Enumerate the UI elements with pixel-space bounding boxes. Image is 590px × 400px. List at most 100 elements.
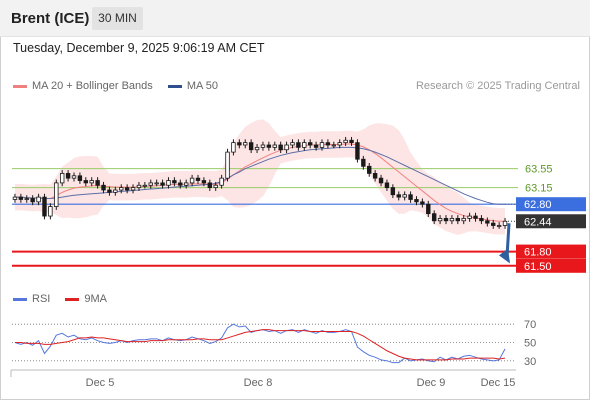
- candle-body: [325, 142, 331, 146]
- candle-body: [130, 187, 136, 191]
- candle: [142, 181, 148, 189]
- candle-body: [431, 213, 437, 222]
- candle: [331, 141, 337, 149]
- bollinger-band: [14, 119, 506, 235]
- candle: [178, 179, 183, 189]
- ma50-swatch: [167, 84, 182, 88]
- candle-body: [414, 199, 419, 203]
- candle-body: [437, 218, 443, 222]
- candle: [313, 141, 319, 151]
- candle: [160, 179, 165, 189]
- candle-body: [260, 144, 266, 148]
- candle: [83, 177, 89, 187]
- candle: [479, 215, 484, 225]
- candle-body: [485, 220, 490, 224]
- candle: [172, 177, 177, 187]
- current-price-label: 62.44: [524, 216, 552, 228]
- candle: [284, 141, 289, 154]
- candle: [390, 184, 396, 199]
- candle-body: [113, 189, 118, 193]
- candle-body: [307, 142, 313, 146]
- candle-body: [213, 184, 218, 189]
- candle-body: [189, 177, 195, 184]
- candle-body: [237, 142, 242, 146]
- candle: [225, 148, 230, 182]
- candle: [24, 195, 29, 203]
- candle-body: [496, 225, 502, 227]
- candle-body: [319, 142, 325, 148]
- candle-body: [402, 194, 407, 198]
- resistance-label: 63.55: [525, 164, 553, 176]
- candle: [384, 179, 390, 191]
- candle: [195, 174, 201, 184]
- candle-body: [95, 180, 100, 186]
- candle: [183, 179, 189, 189]
- candle: [36, 193, 41, 206]
- candle-body: [443, 218, 449, 222]
- current-price-tag: [516, 214, 586, 229]
- rsi-ma-legend-label: 9MA: [84, 293, 108, 305]
- candle: [431, 210, 437, 225]
- candle-body: [302, 142, 307, 148]
- candle-body: [18, 196, 24, 200]
- support-tag: [516, 244, 586, 259]
- rsi-ma-swatch: [65, 297, 80, 301]
- candle: [319, 139, 325, 151]
- candle: [420, 198, 425, 208]
- candle-body: [284, 144, 289, 151]
- header-bar: Brent (ICE) 30 MIN: [0, 0, 590, 37]
- candle: [95, 177, 100, 189]
- candle: [77, 172, 83, 184]
- timeframe-badge[interactable]: 30 MIN: [92, 7, 143, 30]
- candle: [248, 139, 254, 154]
- candle: [437, 215, 443, 225]
- candle-body: [467, 215, 472, 219]
- candle: [307, 139, 313, 149]
- candle: [266, 141, 272, 151]
- support-label: 61.50: [524, 261, 552, 273]
- candle-body: [372, 173, 378, 179]
- candle: [207, 179, 213, 191]
- candle-body: [378, 177, 384, 184]
- ma50-legend-label: MA 50: [186, 80, 219, 92]
- candle-body: [160, 182, 165, 186]
- candle-body: [83, 180, 89, 184]
- candle: [65, 170, 71, 182]
- candle: [107, 186, 112, 196]
- candle-body: [124, 187, 130, 191]
- candle-body: [30, 198, 35, 203]
- candle-body: [77, 175, 83, 181]
- candle: [113, 186, 118, 196]
- candle: [426, 200, 431, 217]
- candle: [101, 181, 106, 194]
- candle: [355, 139, 360, 163]
- candle-body: [479, 218, 484, 222]
- candle-body: [408, 194, 413, 200]
- candle-body: [254, 146, 260, 151]
- candle-body: [290, 142, 295, 146]
- candle-body: [426, 203, 431, 215]
- candle-body: [48, 206, 53, 217]
- candle-body: [367, 165, 372, 174]
- ma20-line: [14, 143, 506, 222]
- rsi-swatch: [13, 297, 27, 301]
- candle: [461, 215, 466, 225]
- x-tick-label: Dec 5: [86, 377, 115, 389]
- x-tick-label: Dec 8: [244, 377, 273, 389]
- candle-body: [154, 182, 159, 185]
- pivot-label: 62.80: [524, 199, 552, 211]
- candle-body: [231, 142, 236, 153]
- candle-body: [42, 196, 47, 217]
- candle-body: [136, 184, 142, 189]
- candle-body: [166, 180, 171, 186]
- candle: [71, 172, 77, 182]
- candle: [485, 217, 490, 227]
- candle-body: [243, 142, 248, 146]
- main-legend: MA 20 + Bollinger Bands MA 50: [13, 80, 218, 92]
- candle: [443, 215, 449, 225]
- candle: [349, 136, 354, 146]
- candle-body: [183, 182, 189, 186]
- candle: [408, 191, 413, 203]
- candle-body: [331, 144, 337, 147]
